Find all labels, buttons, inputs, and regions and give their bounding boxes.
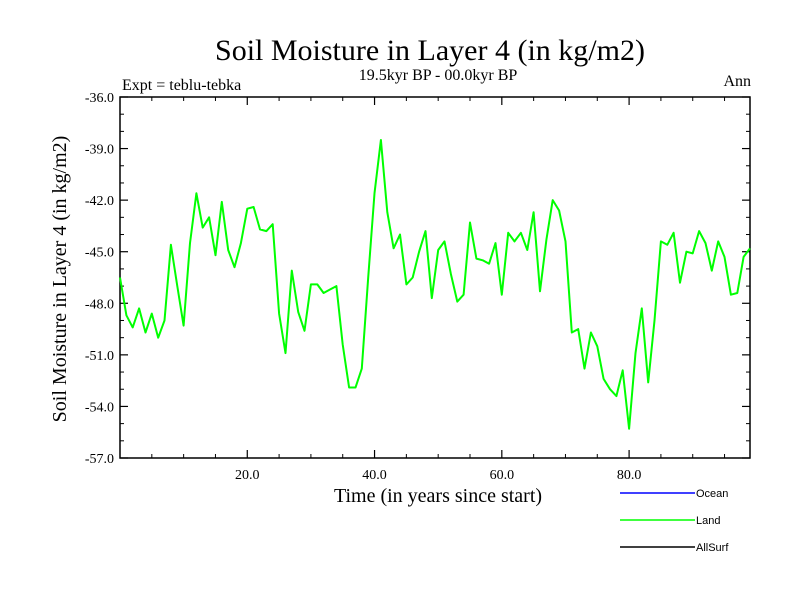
season-label: Ann <box>723 73 751 90</box>
legend-label-ocean: Ocean <box>696 488 728 500</box>
series-layer <box>119 139 751 430</box>
legend-label-allsurf: AllSurf <box>696 542 729 554</box>
chart-subtitle: 19.5kyr BP - 00.0kyr BP <box>359 67 518 84</box>
y-tick-label: -39.0 <box>85 143 114 158</box>
y-tick-label: -51.0 <box>85 349 114 364</box>
y-tick-label: -36.0 <box>85 91 114 106</box>
y-tick-label: -57.0 <box>85 452 114 467</box>
y-axis-label: Soil Moisture in Layer 4 (in kg/m2) <box>49 136 71 423</box>
experiment-label: Expt = teblu-tebka <box>122 77 241 94</box>
x-tick-label: 20.0 <box>235 468 260 483</box>
y-tick-label: -45.0 <box>85 246 114 261</box>
x-tick-label: 60.0 <box>490 468 515 483</box>
x-tick-label: 80.0 <box>617 468 642 483</box>
y-axis: -36.0 -39.0 -42.0 -45.0 -48.0 -51.0 -54.0 -57.0 <box>85 91 750 467</box>
chart-title: Soil Moisture in Layer 4 (in kg/m2) <box>215 34 645 67</box>
legend: Ocean Land AllSurf <box>620 488 729 554</box>
x-axis-label: Time (in years since start) <box>334 485 542 507</box>
x-tick-label: 40.0 <box>362 468 387 483</box>
series-line-land <box>119 139 751 430</box>
y-tick-label: -42.0 <box>85 194 114 209</box>
legend-label-land: Land <box>696 515 720 527</box>
x-axis: 20.0 40.0 60.0 80.0 <box>151 97 726 483</box>
y-tick-label: -54.0 <box>85 400 114 415</box>
y-tick-label: -48.0 <box>85 297 114 312</box>
